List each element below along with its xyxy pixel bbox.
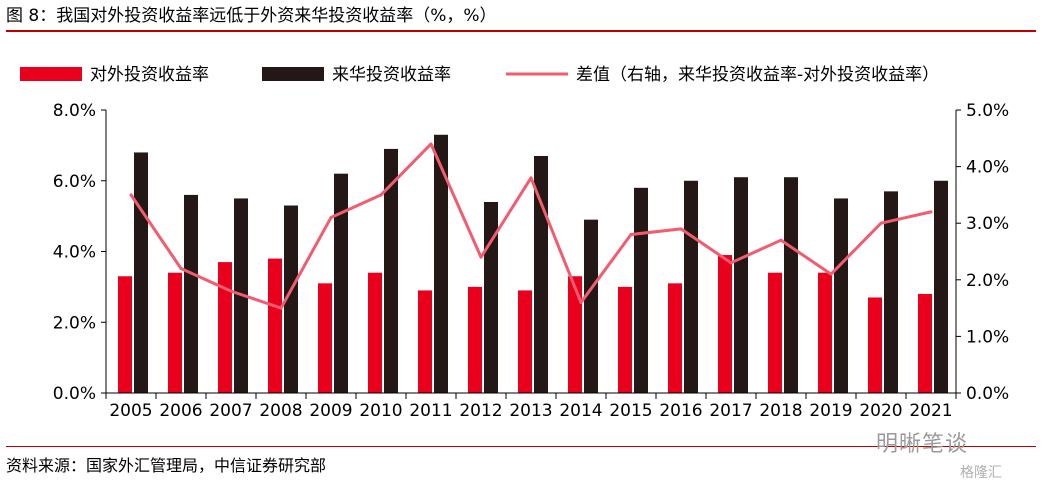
bar-outward-2009 [318, 283, 332, 393]
left-tick-label: 2.0% [53, 313, 96, 333]
diff-point-2006 [179, 266, 183, 270]
diff-point-2021 [929, 210, 933, 214]
diff-point-2009 [329, 216, 333, 220]
bar-outward-2011 [418, 290, 432, 393]
bar-outward-2014 [568, 276, 582, 393]
bar-outward-2015 [618, 286, 632, 393]
bar-outward-2019 [818, 272, 832, 393]
bar-outward-2012 [468, 286, 482, 393]
diff-point-2005 [129, 193, 133, 197]
title-rule [6, 30, 1036, 32]
bar-outward-2016 [668, 283, 682, 393]
bar-inward-2014 [584, 219, 598, 393]
legend-swatch-1 [20, 67, 82, 81]
bar-outward-2017 [718, 255, 732, 393]
right-tick-label: 5.0% [966, 101, 1009, 121]
right-tick-label: 4.0% [966, 158, 1009, 178]
legend-swatch-2 [262, 67, 324, 81]
bar-outward-2013 [518, 290, 532, 393]
legend-label-2: 来华投资收益率 [332, 65, 451, 85]
bar-inward-2011 [434, 134, 448, 393]
right-tick-label: 2.0% [966, 271, 1009, 291]
bar-inward-2018 [784, 177, 798, 393]
bar-outward-2008 [268, 258, 282, 393]
left-tick-label: 0.0% [53, 384, 96, 404]
x-tick-label: 2012 [459, 401, 502, 421]
bars [118, 134, 948, 393]
legend-label-3: 差值（右轴，来华投资收益率-对外投资收益率） [576, 65, 939, 85]
x-tick-label: 2015 [609, 401, 652, 421]
right-tick-label: 1.0% [966, 327, 1009, 347]
diff-line [129, 142, 933, 310]
x-tick-label: 2010 [359, 401, 402, 421]
diff-point-2011 [429, 142, 433, 146]
x-axis: 2005 2006 2007 2008 2009 2010 2011 2012 2013 2014… [105, 392, 957, 421]
bar-inward-2017 [734, 177, 748, 393]
x-tick-label: 2017 [709, 401, 752, 421]
left-axis: 0.0% 2.0% 4.0% 6.0% 8.0% [53, 101, 107, 404]
x-tick-label: 2013 [509, 401, 552, 421]
x-tick-label: 2007 [209, 401, 252, 421]
bar-inward-2005 [134, 152, 148, 393]
x-tick-label: 2009 [309, 401, 352, 421]
bar-inward-2019 [834, 198, 848, 393]
diff-point-2013 [529, 176, 533, 180]
bar-outward-2007 [218, 262, 232, 393]
bar-outward-2018 [768, 272, 782, 393]
right-tick-label: 3.0% [966, 214, 1009, 234]
bar-outward-2006 [168, 272, 182, 393]
footer-rule [6, 446, 1036, 447]
bar-outward-2005 [118, 276, 132, 393]
legend: 对外投资收益率 来华投资收益率 差值（右轴，来华投资收益率-对外投资收益率） [20, 65, 939, 85]
bar-inward-2009 [334, 173, 348, 393]
x-tick-label: 2006 [159, 401, 202, 421]
diff-point-2018 [779, 238, 783, 242]
diff-line-path [129, 142, 932, 310]
bar-inward-2008 [284, 205, 298, 393]
diff-point-2017 [729, 261, 733, 265]
x-tick-label: 2018 [759, 401, 802, 421]
x-tick-label: 2020 [859, 401, 902, 421]
right-axis: 0.0% 1.0% 2.0% 3.0% 4.0% 5.0% [955, 101, 1009, 404]
left-tick-label: 6.0% [53, 172, 96, 192]
x-tick-label: 2019 [809, 401, 852, 421]
bar-inward-2016 [684, 180, 698, 393]
right-tick-label: 0.0% [966, 384, 1009, 404]
x-tick-label: 2011 [409, 401, 452, 421]
chart: 对外投资收益率 来华投资收益率 差值（右轴，来华投资收益率-对外投资收益率） 0.0… [20, 65, 1009, 421]
bar-inward-2010 [384, 148, 398, 393]
diff-point-2012 [479, 255, 483, 259]
bar-outward-2021 [918, 293, 932, 393]
x-tick-label: 2021 [909, 401, 952, 421]
diff-point-2014 [579, 300, 583, 304]
x-tick-label: 2014 [559, 401, 602, 421]
diff-point-2020 [879, 221, 883, 225]
diff-point-2008 [279, 306, 283, 310]
x-tick-label: 2005 [109, 401, 152, 421]
source-note: 资料来源：国家外汇管理局，中信证券研究部 [6, 456, 327, 475]
diff-point-2019 [829, 272, 833, 276]
bar-inward-2021 [934, 180, 948, 393]
bar-inward-2020 [884, 191, 898, 393]
bar-outward-2020 [868, 297, 882, 393]
diff-point-2007 [229, 289, 233, 293]
x-tick-label: 2008 [259, 401, 302, 421]
watermark: 明晰笔谈 [876, 432, 969, 457]
left-tick-label: 8.0% [53, 101, 96, 121]
bar-inward-2006 [184, 194, 198, 393]
bar-inward-2015 [634, 187, 648, 393]
legend-label-1: 对外投资收益率 [90, 65, 209, 85]
bar-outward-2010 [368, 272, 382, 393]
bar-inward-2012 [484, 201, 498, 393]
x-tick-label: 2016 [659, 401, 702, 421]
watermark-secondary: 格隆汇 [960, 465, 1002, 481]
left-tick-label: 4.0% [53, 243, 96, 263]
figure-title: 图 8：我国对外投资收益率远低于外资来华投资收益率（%，%） [6, 6, 497, 26]
diff-point-2015 [629, 233, 633, 237]
diff-point-2010 [379, 193, 383, 197]
diff-point-2016 [679, 227, 683, 231]
